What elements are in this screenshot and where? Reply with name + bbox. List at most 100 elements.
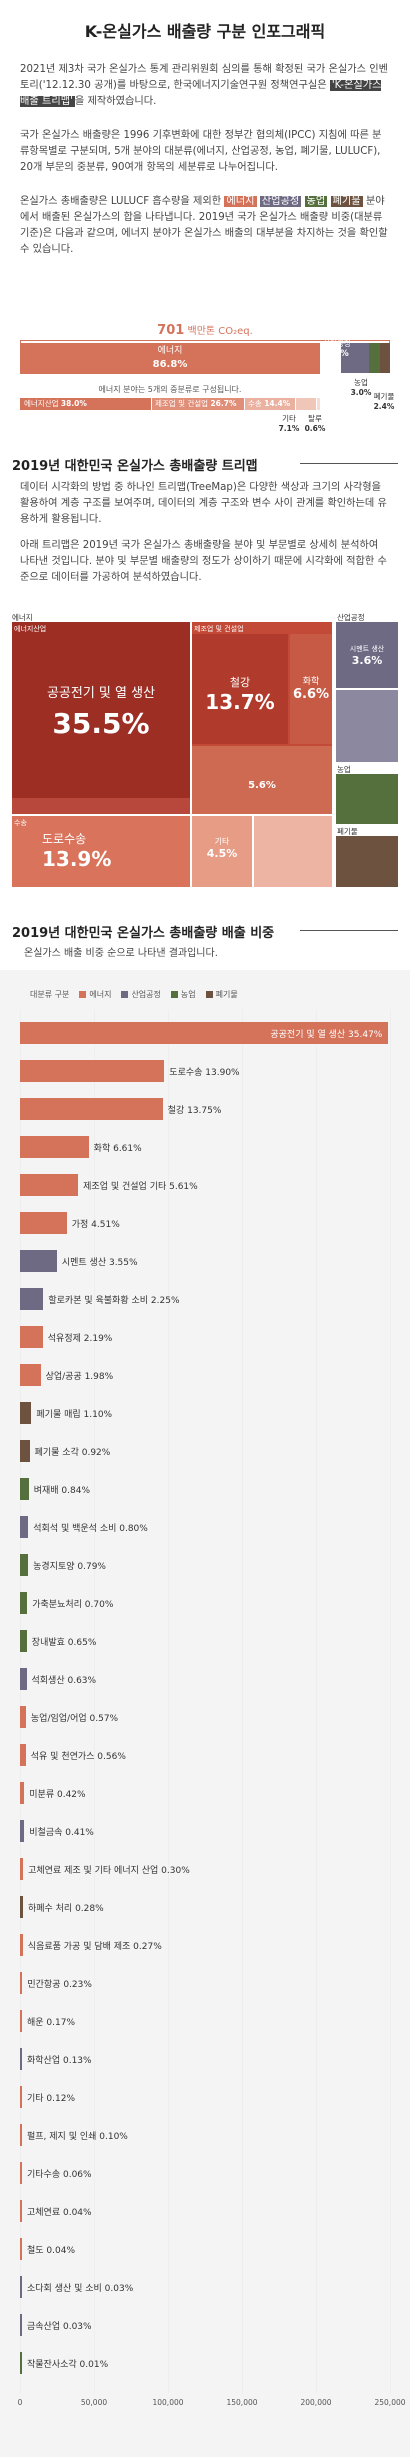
bar [20, 1820, 25, 1842]
grid-line [242, 1010, 243, 2394]
bar [20, 1782, 25, 1804]
summary-waste-pct: 2.4% [373, 402, 395, 411]
summary-agri-pct: 3.0% [350, 388, 372, 397]
grid-line [390, 1010, 391, 2394]
treemap-section-rule [300, 463, 398, 464]
bar-section-rule [300, 930, 398, 931]
total-unit: 백만톤 CO₂eq. [187, 326, 253, 337]
bar-label: 화학 6.61% [93, 1144, 142, 1154]
tm-power-cell: 공공전기 및 열 생산 35.5% [46, 686, 156, 740]
treemap: 에너지 산업공정 에너지산업 공공전기 및 열 생산 35.5% 제조업 및 건… [12, 612, 398, 887]
tm-waste-block [336, 836, 398, 887]
tm-agri-block [336, 774, 398, 824]
bar [20, 2086, 22, 2108]
legend-energy: 에너지 [79, 989, 111, 1000]
bar-label: 작물잔사소각 0.01% [27, 2360, 109, 2370]
bar [20, 1326, 43, 1348]
summary-energy-segment: 에너지 86.8% [20, 343, 320, 374]
bar [20, 1212, 67, 1234]
bar [20, 1668, 27, 1690]
tm-energy-industry-block: 에너지산업 [12, 622, 190, 814]
bar [20, 2162, 22, 2184]
bar-label: 폐기물 매립 1.10% [36, 1410, 113, 1420]
sub-fugitive-text: 탈루 0.6% [304, 414, 326, 433]
bar [20, 1972, 23, 1994]
bar [20, 1288, 44, 1310]
treemap-para-2: 아래 트리맵은 2019년 국가 온실가스 총배출량을 분야 및 부문별로 상세… [20, 540, 387, 583]
tm-group-energy: 에너지 [12, 613, 33, 622]
intro-p1-b: 을 제작하였습니다. [74, 96, 157, 107]
tm-industry-other [336, 690, 398, 762]
bar [20, 1478, 29, 1500]
bar-label: 고체연료 제조 및 기타 에너지 산업 0.30% [28, 1866, 190, 1876]
legend-title: 대분류 구분 [30, 990, 70, 999]
bar [20, 1592, 28, 1614]
legend-industry: 산업공정 [121, 989, 161, 1000]
grid-line [94, 1010, 95, 2394]
bar-label: 기타수송 0.06% [27, 2170, 92, 2180]
highlight-energy: 에너지 [224, 196, 257, 207]
tm-mfg-other-cell: 5.6% [192, 746, 332, 814]
bar [20, 1174, 79, 1196]
bar-label: 벼재배 0.84% [33, 1486, 91, 1496]
tm-chem-cell: 화학 6.6% [290, 634, 332, 744]
bar-legend: 대분류 구분 에너지 산업공정 농업 폐기물 [30, 989, 238, 1000]
bar [20, 2048, 22, 2070]
tm-cement-cell: 시멘트 생산 3.6% [336, 622, 398, 688]
x-tick-label: 150,000 [226, 2398, 258, 2407]
bar-label: 해운 0.17% [27, 2018, 76, 2028]
summary-waste-segment [380, 343, 390, 373]
bar-label: 가정 4.51% [71, 1220, 120, 1230]
bar-chart: 0 50,000 100,000 150,000 200,000 250,000 공공전기 … [0, 1010, 410, 2450]
bar-label: 가축분뇨처리 0.70% [32, 1600, 114, 1610]
legend-waste: 폐기물 [205, 989, 238, 1000]
bar [20, 1934, 23, 1956]
summary-agri-segment [369, 343, 380, 373]
bar-label: 농업/임업/어업 0.57% [30, 1714, 119, 1724]
summary-energy-pct: 86.8% [152, 359, 188, 370]
bar-section-title: 2019년 대한민국 온실가스 총배출량 배출 비중 [12, 926, 275, 941]
x-tick-label: 100,000 [152, 2398, 184, 2407]
energy-sub-note: 에너지 분야는 5개의 중분류로 구성됩니다. [98, 385, 242, 394]
x-tick-label: 50,000 [80, 2398, 108, 2407]
intro-paragraph-1: 2021년 제3차 국가 온실가스 통계 관리위원회 심의를 통해 확정된 국가… [20, 62, 390, 110]
tm-transport-block: 수송 [12, 816, 190, 887]
highlight-waste: 폐기물 [330, 196, 363, 207]
bar-section-subtitle: 온실가스 배출 비중 순으로 나타낸 결과입니다. [24, 948, 218, 959]
sub-fugitive [317, 398, 320, 410]
bar-label: 식음료품 가공 및 담배 제조 0.27% [27, 1942, 162, 1952]
highlight-agri: 농업 [304, 196, 328, 207]
sub-energy-industry: 에너지산업 38.0% [20, 398, 151, 410]
tm-group-agri: 농업 [337, 765, 351, 774]
tm-small-energy-cells [254, 816, 332, 887]
bar-label: 비철금속 0.41% [29, 1828, 94, 1838]
bar-label: 석유정제 2.19% [47, 1334, 113, 1344]
page-title: K-온실가스 배출량 구분 인포그래픽 [84, 22, 326, 41]
summary-waste-text: 폐기물 2.4% [370, 392, 398, 412]
x-tick-label: 200,000 [300, 2398, 332, 2407]
energy-sub-bar: 에너지산업 38.0% 제조업 및 건설업 26.7% 수송 14.4% [20, 398, 320, 410]
tm-other-cell: 기타 4.5% [192, 816, 252, 887]
bar [20, 1022, 389, 1044]
bar-label: 제조업 및 건설업 기타 5.61% [83, 1182, 198, 1192]
sub-other-text: 기타 7.1% [278, 414, 300, 433]
x-tick-label: 0 [17, 2398, 23, 2407]
tm-steel-cell: 철강 13.7% [192, 634, 288, 744]
bar-label: 시멘트 생산 3.55% [61, 1258, 138, 1268]
bar-label: 고체연료 0.04% [27, 2208, 92, 2218]
bar-label: 상업/공공 1.98% [45, 1372, 114, 1382]
bar-label: 석회생산 0.63% [31, 1676, 97, 1686]
summary-industry-text: 산업공정 7.8% [322, 339, 352, 359]
bar-label: 할로카본 및 육불화황 소비 2.25% [48, 1296, 180, 1306]
bar [20, 2124, 22, 2146]
bar [20, 1896, 23, 1918]
bar [20, 2352, 22, 2374]
bar-label: 공공전기 및 열 생산 35.47% [270, 1030, 383, 1040]
sub-transport: 수송 14.4% [245, 398, 295, 410]
summary-total: 701 백만톤 CO₂eq. [20, 322, 390, 338]
bar-label: 폐기물 소각 0.92% [34, 1448, 111, 1458]
tm-group-industry: 산업공정 [337, 613, 365, 622]
intro-paragraph-2: 국가 온실가스 배출량은 1996 기후변화에 대한 정부간 협의체(IPCC)… [20, 130, 382, 173]
bar-label: 기타 0.12% [27, 2094, 76, 2104]
grid-line [316, 1010, 317, 2394]
